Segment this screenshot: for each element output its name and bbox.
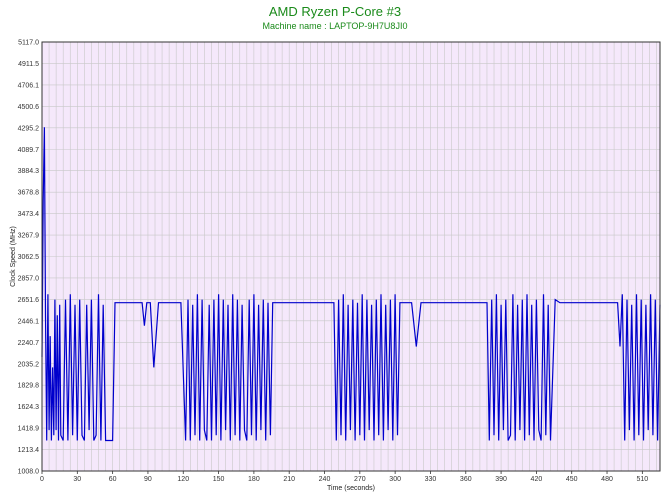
x-tick-label: 0 (40, 476, 44, 483)
y-tick-label: 2857.0 (18, 275, 40, 282)
y-tick-label: 5117.0 (18, 40, 39, 47)
y-tick-label: 4911.5 (18, 61, 39, 68)
y-tick-label: 1213.4 (18, 447, 40, 454)
y-tick-label: 3062.5 (18, 254, 40, 261)
y-tick-label: 3678.8 (18, 190, 40, 197)
y-tick-label: 3267.9 (18, 233, 40, 240)
x-tick-label: 300 (389, 476, 401, 483)
x-tick-label: 120 (177, 476, 189, 483)
x-tick-label: 180 (248, 476, 260, 483)
x-tick-label: 330 (425, 476, 437, 483)
plot-frame (41, 41, 661, 472)
y-axis-label: Clock Speed (MHz) (10, 226, 17, 287)
y-tick-label: 4500.6 (18, 104, 40, 111)
y-tick-label: 1008.0 (18, 469, 40, 476)
x-tick-label: 30 (73, 476, 81, 483)
y-tick-label: 2240.7 (18, 340, 40, 347)
x-tick-label: 150 (213, 476, 225, 483)
y-tick-label: 1624.3 (18, 404, 40, 411)
x-tick-label: 270 (354, 476, 366, 483)
y-tick-label: 2651.6 (18, 297, 40, 304)
y-tick-label: 4089.7 (18, 147, 40, 154)
series-line (41, 127, 661, 442)
x-tick-label: 90 (144, 476, 152, 483)
x-tick-label: 390 (495, 476, 507, 483)
x-tick-label: 450 (566, 476, 578, 483)
x-tick-label: 420 (531, 476, 543, 483)
y-tick-label: 1418.9 (18, 426, 40, 433)
x-tick-label: 360 (460, 476, 472, 483)
y-tick-label: 3473.4 (18, 211, 40, 218)
y-tick-label: 3884.3 (18, 168, 40, 175)
y-tick-label: 2035.2 (18, 361, 40, 368)
x-tick-label: 60 (109, 476, 117, 483)
grid (41, 41, 660, 472)
x-tick-label: 240 (319, 476, 331, 483)
y-tick-label: 4706.1 (18, 82, 40, 89)
chart-title: AMD Ryzen P-Core #3 (268, 4, 402, 19)
x-tick-label: 510 (636, 476, 648, 483)
y-tick-label: 1829.8 (18, 383, 40, 390)
chart-subtitle: Machine name : LAPTOP-9H7U8JI0 (262, 21, 408, 31)
x-tick-label: 210 (283, 476, 295, 483)
y-tick-label: 2446.1 (18, 318, 40, 325)
x-tick-label: 480 (601, 476, 613, 483)
tick-labels: 1008.0 1213.4 1418.9 1624.3 1829.8 2035.2 2240… (18, 40, 649, 484)
y-tick-label: 4295.2 (18, 125, 40, 132)
x-axis-label: Time (seconds) (327, 485, 375, 492)
